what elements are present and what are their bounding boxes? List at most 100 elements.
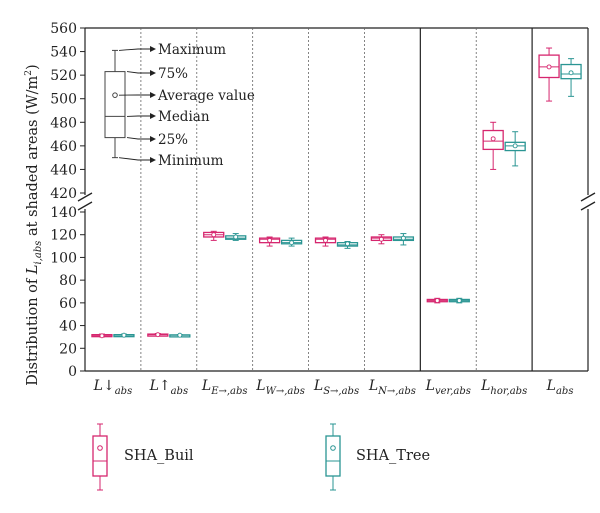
y-axis-label: Distribution of Li,abs at shaded areas (…	[24, 64, 44, 385]
key-pointer-arrowhead	[150, 92, 156, 98]
y-axis-label-superscript: 2	[24, 70, 34, 76]
category-subscript: abs	[556, 386, 574, 397]
y-axis-label-subscript: i,abs	[33, 241, 44, 265]
box-sha-buil	[91, 333, 113, 339]
category-symbol: L	[546, 378, 556, 394]
box-sha-tree	[504, 131, 526, 167]
box-sha-buil	[314, 236, 337, 247]
key-label-maximum: Maximum	[158, 42, 226, 58]
box-sha-tree	[560, 58, 582, 97]
key-label-75: 75%	[158, 66, 188, 82]
category-symbol: L	[368, 378, 378, 394]
key-pointer-arrowhead	[150, 136, 156, 142]
y-tick-label: 500	[50, 92, 77, 108]
category-label: LE→,abs	[201, 378, 248, 397]
category-symbol: L	[480, 378, 490, 394]
box-mean-marker	[378, 236, 384, 242]
category-subscript: S→,abs	[323, 386, 359, 397]
y-axis-label-middle: at shaded areas (W/m	[25, 75, 41, 240]
axis-break-mark-right	[580, 192, 596, 202]
y-tick-label: 60	[59, 296, 77, 312]
key-pointer-arrowhead	[150, 113, 156, 119]
category-symbol: L	[201, 378, 211, 394]
category-subscript: E→,abs	[210, 386, 247, 397]
category-subscript: ver,abs	[435, 386, 471, 397]
y-tick-label: 140	[50, 205, 77, 221]
legend-label: SHA_Tree	[356, 448, 430, 464]
y-axis-label-symbol: L	[25, 264, 41, 275]
category-symbol: L↓	[93, 378, 115, 394]
box-sha-tree	[392, 233, 415, 246]
key-box	[104, 71, 126, 139]
box-mean-marker	[490, 136, 496, 142]
category-label: L↑abs	[149, 378, 189, 397]
y-tick-label: 540	[50, 45, 77, 61]
key-pointer-arrowhead	[150, 157, 156, 163]
key-pointer-arrowhead	[150, 70, 156, 76]
box-sha-buil	[370, 234, 393, 245]
key-mean-marker	[112, 92, 118, 98]
legend-box	[92, 435, 108, 477]
key-label-minimum: Minimum	[158, 153, 224, 169]
box-mean-marker	[568, 70, 574, 76]
y-tick-label: 80	[59, 273, 77, 289]
y-tick-label: 20	[59, 341, 77, 357]
legend-label: SHA_Buil	[124, 448, 194, 464]
key-label-average: Average value	[157, 88, 255, 104]
legend-mean-marker	[97, 445, 103, 451]
y-tick-label: 560	[50, 21, 77, 37]
category-symbol: L	[255, 378, 265, 394]
box-sha-buil	[538, 47, 560, 102]
box-sha-buil	[258, 236, 281, 247]
key-pointer-arrowhead	[150, 46, 156, 52]
box-mean-marker	[323, 237, 328, 243]
axis-break-mark-left	[77, 201, 93, 211]
box-mean-marker	[456, 298, 462, 304]
box-sha-buil	[147, 332, 169, 338]
y-tick-label: 480	[50, 115, 77, 131]
category-label: LN→,abs	[368, 378, 416, 397]
key-pointer	[118, 48, 150, 51]
y-tick-label: 460	[50, 139, 77, 155]
category-symbol: L↑	[149, 378, 171, 394]
box-mean-marker	[345, 241, 350, 247]
category-subscript: hor,abs	[490, 386, 527, 397]
axis-break-mark-left	[77, 192, 93, 202]
y-tick-label: 0	[68, 364, 77, 380]
legend: SHA_Buil SHA_Tree	[92, 423, 430, 491]
box-mean-marker	[99, 333, 105, 339]
box-mean-marker	[400, 235, 406, 241]
box-sha-tree	[113, 332, 135, 338]
box-sha-buil	[426, 297, 448, 304]
category-symbol: L	[425, 378, 435, 394]
box-mean-marker	[546, 64, 552, 70]
y-axis-label-prefix: Distribution of	[25, 274, 41, 386]
box-mean-marker	[434, 298, 440, 304]
category-label: LW→,abs	[255, 378, 305, 397]
box-mean-marker	[512, 143, 518, 149]
box-mean-marker	[177, 332, 183, 338]
key-pointer	[126, 71, 150, 74]
box-sha-tree	[448, 297, 470, 304]
box-sha-buil	[482, 121, 504, 170]
box-mean-marker	[267, 237, 273, 243]
y-tick-label: 100	[50, 250, 77, 266]
legend-mean-marker	[330, 445, 336, 451]
category-label: Lver,abs	[425, 378, 471, 397]
box-mean-marker	[289, 240, 295, 246]
key-pointer	[126, 137, 150, 140]
y-tick-label: 440	[50, 162, 77, 178]
category-label: Lhor,abs	[480, 378, 527, 397]
box-sha-tree	[336, 241, 359, 249]
axis-break-gap-left	[75, 195, 89, 209]
category-subscript: W→,abs	[266, 386, 305, 397]
box-mean-marker	[233, 234, 239, 240]
plot-area: 0 20 40 60 80 100 120 140 420 440 460 480 500 520 540 5…	[50, 21, 596, 491]
box-key: Maximum 75% Average value Median 25% Minimum	[104, 42, 255, 169]
box-mean-marker	[211, 232, 217, 238]
category-subscript: N→,abs	[377, 386, 416, 397]
y-tick-label: 120	[50, 228, 77, 244]
category-label: L↓abs	[93, 378, 133, 397]
box-mean-marker	[155, 332, 161, 338]
